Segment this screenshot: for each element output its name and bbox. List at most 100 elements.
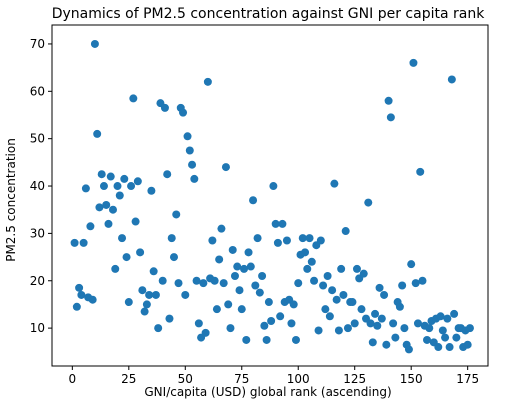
y-tick-label: 30 (30, 226, 45, 240)
data-point-157 (425, 324, 434, 333)
data-point-120 (341, 227, 350, 236)
data-point-152 (413, 319, 422, 328)
data-point-29 (136, 248, 145, 257)
data-point-64 (215, 255, 224, 264)
y-tick-label: 60 (30, 84, 45, 98)
data-point-79 (249, 196, 258, 205)
data-point-106 (310, 276, 319, 285)
data-point-154 (418, 276, 427, 285)
data-point-150 (409, 58, 418, 67)
data-point-2 (75, 283, 84, 292)
plot-area-frame (51, 24, 489, 367)
data-point-102 (301, 248, 310, 257)
data-point-19 (113, 182, 122, 191)
data-point-104 (305, 234, 314, 243)
data-point-146 (400, 324, 409, 333)
data-point-57 (199, 279, 208, 288)
data-point-137 (380, 290, 389, 299)
x-tick-label: 100 (287, 372, 310, 386)
data-point-115 (330, 179, 339, 188)
data-point-23 (122, 253, 131, 262)
data-point-164 (441, 333, 450, 342)
data-point-113 (325, 312, 334, 321)
data-point-99 (294, 279, 303, 288)
data-point-43 (167, 234, 176, 243)
data-point-175 (465, 324, 474, 333)
data-point-52 (188, 160, 197, 169)
data-point-105 (307, 257, 316, 266)
data-point-131 (366, 319, 375, 328)
data-point-124 (350, 319, 359, 328)
data-point-66 (219, 279, 228, 288)
data-point-144 (395, 302, 404, 311)
data-point-17 (108, 205, 117, 214)
y-tick-label: 40 (30, 179, 45, 193)
data-point-96 (287, 319, 296, 328)
data-point-128 (359, 269, 368, 278)
data-point-127 (357, 305, 366, 314)
data-point-55 (194, 319, 203, 328)
data-point-5 (81, 184, 90, 193)
data-point-69 (226, 324, 235, 333)
data-point-153 (416, 167, 425, 176)
x-tick-label: 75 (234, 372, 249, 386)
data-point-83 (258, 272, 267, 281)
data-point-50 (183, 132, 192, 141)
data-point-15 (104, 219, 113, 228)
data-point-161 (434, 343, 443, 352)
data-point-89 (271, 219, 280, 228)
data-point-149 (407, 260, 416, 269)
data-point-111 (321, 305, 330, 314)
data-point-31 (140, 307, 149, 316)
data-point-70 (228, 245, 237, 254)
data-point-119 (339, 290, 348, 299)
data-point-123 (348, 298, 357, 307)
data-point-68 (224, 300, 233, 309)
y-axis-ticks: 10 20 30 40 50 60 70 (30, 37, 52, 335)
x-tick-label: 0 (69, 372, 77, 386)
data-point-46 (174, 279, 183, 288)
x-axis-ticks: 0 25 50 75 100 125 150 175 (69, 366, 479, 386)
data-point-32 (142, 300, 151, 309)
data-point-112 (323, 272, 332, 281)
x-axis-label: GNI/capita (USD) global rank (ascending) (144, 385, 391, 399)
data-point-1 (72, 302, 81, 311)
data-point-27 (131, 217, 140, 226)
x-tick-label: 150 (400, 372, 423, 386)
data-point-72 (233, 262, 242, 271)
data-point-168 (450, 309, 459, 318)
data-point-45 (172, 210, 181, 219)
data-point-91 (276, 312, 285, 321)
data-point-18 (111, 264, 120, 273)
data-point-62 (210, 276, 219, 285)
data-point-140 (386, 113, 395, 122)
data-point-108 (314, 326, 323, 335)
data-point-136 (377, 314, 386, 323)
data-point-134 (373, 321, 382, 330)
data-point-98 (291, 335, 300, 344)
data-point-22 (120, 174, 129, 183)
points-layer (70, 39, 474, 354)
data-point-12 (97, 170, 106, 179)
data-point-24 (124, 298, 133, 307)
data-point-167 (447, 75, 456, 84)
data-point-148 (404, 345, 413, 354)
data-point-141 (389, 319, 398, 328)
data-point-30 (138, 286, 147, 295)
data-point-118 (337, 264, 346, 273)
data-point-48 (179, 108, 188, 117)
data-point-10 (93, 129, 102, 138)
data-point-139 (384, 96, 393, 105)
data-point-21 (118, 234, 127, 243)
data-point-73 (235, 286, 244, 295)
data-point-101 (298, 234, 307, 243)
data-point-35 (149, 267, 158, 276)
data-point-26 (129, 94, 138, 103)
data-point-44 (169, 253, 178, 262)
data-point-165 (443, 314, 452, 323)
data-point-28 (133, 177, 142, 186)
data-point-145 (398, 281, 407, 290)
data-point-20 (115, 191, 124, 200)
data-point-84 (260, 321, 269, 330)
